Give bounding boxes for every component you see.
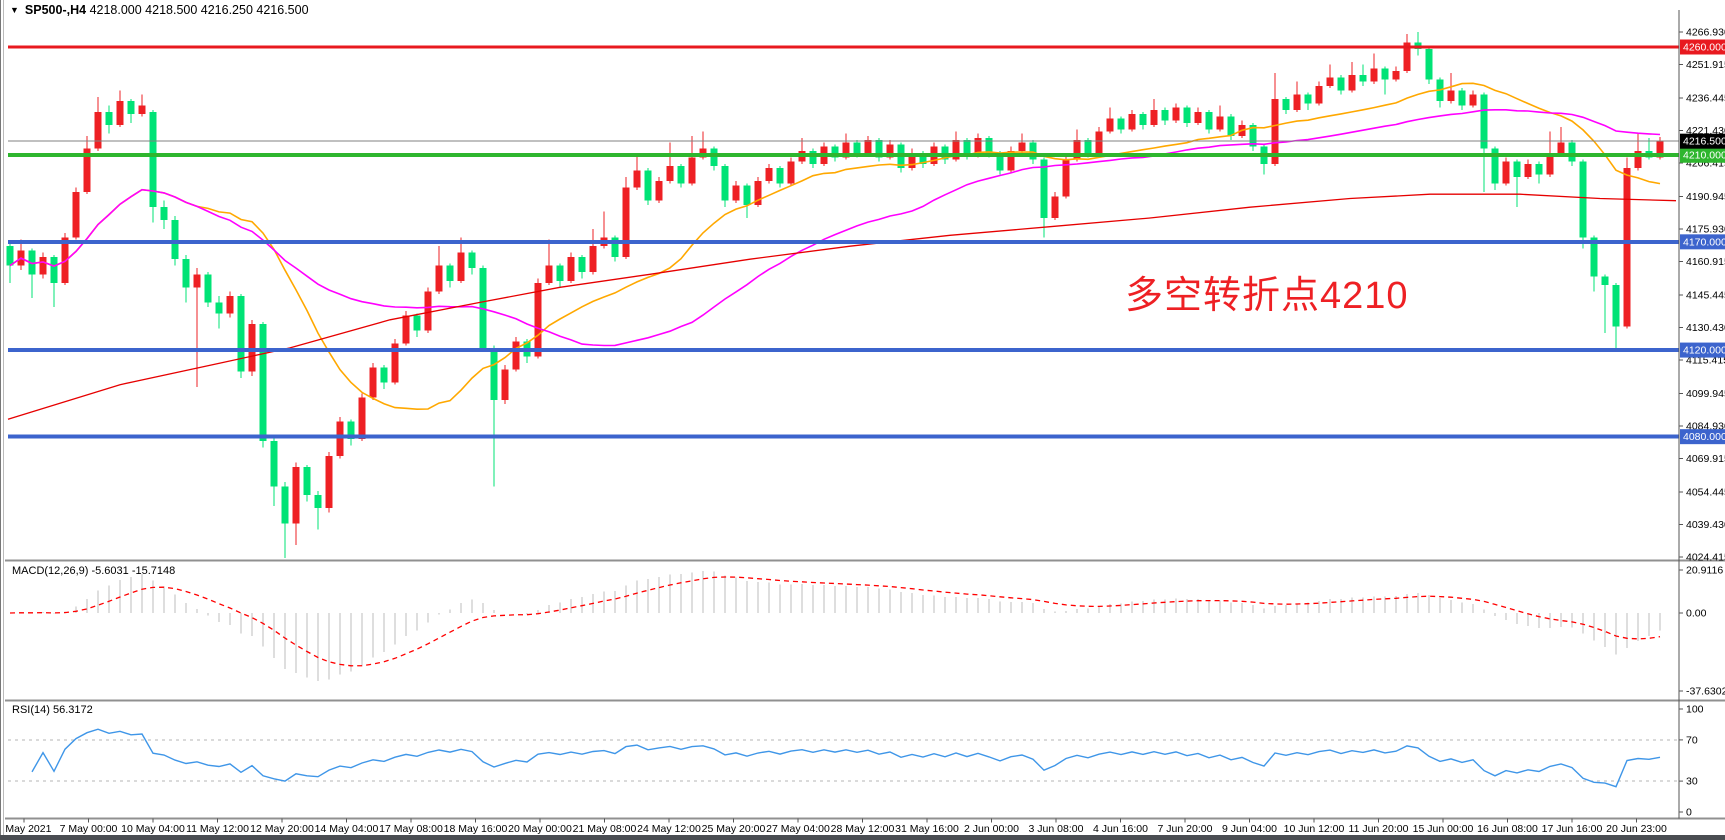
svg-text:4266.930: 4266.930 (1686, 27, 1725, 39)
price-badge-4260 (1680, 39, 1725, 55)
svg-text:4145.445: 4145.445 (1686, 289, 1725, 301)
time-label: 12 May 20:00 (250, 823, 314, 835)
indicator-axes: 20.9116 0.00 -37.6302 100 70 30 0 (1679, 565, 1725, 819)
time-label: 20 May 00:00 (508, 823, 572, 835)
time-label: 28 May 12:00 (831, 823, 895, 835)
price-axis: 4266.9304251.9154236.4454221.4304206.415… (1679, 27, 1725, 563)
time-label: 17 Jun 16:00 (1542, 823, 1603, 835)
time-label: 24 May 12:00 (637, 823, 701, 835)
svg-text:4099.945: 4099.945 (1686, 388, 1725, 400)
svg-text:4236.445: 4236.445 (1686, 92, 1725, 104)
price-badge-4120 (1680, 342, 1725, 358)
svg-text:30: 30 (1686, 776, 1698, 788)
time-label: 10 Jun 12:00 (1284, 823, 1345, 835)
svg-text:4120.000: 4120.000 (1683, 345, 1725, 357)
svg-text:0.00: 0.00 (1686, 608, 1707, 620)
time-label: 4 Jun 16:00 (1093, 823, 1148, 835)
macd-indicator-label: MACD(12,26,9) -5.6031 -15.7148 (12, 565, 176, 577)
price-badge-4170 (1680, 234, 1725, 250)
time-label: 27 May 04:00 (766, 823, 830, 835)
time-label: 9 Jun 04:00 (1222, 823, 1277, 835)
time-label: 14 May 04:00 (315, 823, 379, 835)
time-label: 15 Jun 00:00 (1413, 823, 1474, 835)
current-price-badge (1680, 133, 1725, 149)
svg-text:-37.6302: -37.6302 (1686, 686, 1725, 698)
svg-text:4175.930: 4175.930 (1686, 223, 1725, 235)
time-label: 20 Jun 23:00 (1606, 823, 1667, 835)
time-label: 10 May 04:00 (121, 823, 185, 835)
window-bottom-edge (0, 835, 1725, 840)
svg-text:20.9116: 20.9116 (1686, 565, 1723, 577)
svg-text:4130.430: 4130.430 (1686, 322, 1725, 334)
time-label: 31 May 16:00 (895, 823, 959, 835)
svg-text:4160.915: 4160.915 (1686, 256, 1725, 268)
svg-text:4080.000: 4080.000 (1683, 431, 1725, 443)
rsi-panel (8, 728, 1679, 788)
symbol-dropdown-icon[interactable]: ▼ (10, 5, 19, 15)
time-label: 18 May 16:00 (444, 823, 508, 835)
time-label: 17 May 08:00 (379, 823, 443, 835)
svg-text:4260.000: 4260.000 (1683, 42, 1725, 54)
svg-text:4210.000: 4210.000 (1683, 150, 1725, 162)
svg-text:4170.000: 4170.000 (1683, 236, 1725, 248)
chart-title-bar: ▼ SP500-,H4 4218.000 4218.500 4216.250 42… (10, 3, 309, 17)
svg-text:70: 70 (1686, 734, 1698, 746)
time-label: 21 May 08:00 (573, 823, 637, 835)
chart-annotation-text[interactable]: 多空转折点4210 (1125, 275, 1409, 317)
svg-text:4069.915: 4069.915 (1686, 453, 1725, 465)
time-axis: 5 May 2021 7 May 00:00 10 May 04:00 11 May … (0, 818, 1667, 835)
price-badge-4080 (1680, 429, 1725, 445)
price-badge-4210 (1680, 147, 1725, 163)
ohlc-readout: 4218.000 4218.500 4216.250 4216.500 (89, 3, 309, 17)
time-label: 7 May 00:00 (60, 823, 118, 835)
panel-frame (0, 10, 1725, 820)
time-label: 11 May 12:00 (186, 823, 249, 835)
svg-text:100: 100 (1686, 704, 1704, 716)
time-label: 2 Jun 00:00 (964, 823, 1019, 835)
time-label: 5 May 2021 (0, 823, 52, 835)
svg-text:4039.430: 4039.430 (1686, 519, 1725, 531)
time-label: 3 Jun 08:00 (1029, 823, 1084, 835)
moving-averages (7, 82, 1677, 420)
svg-text:4251.915: 4251.915 (1686, 59, 1725, 71)
svg-text:4190.945: 4190.945 (1686, 191, 1725, 203)
svg-text:4054.445: 4054.445 (1686, 486, 1725, 498)
macd-panel (9, 571, 1661, 682)
horizontal-lines (8, 45, 1679, 439)
window-left-edge (0, 0, 5, 835)
symbol-timeframe-label: SP500-,H4 (24, 3, 87, 17)
svg-text:4024.415: 4024.415 (1686, 551, 1725, 563)
time-label: 16 Jun 08:00 (1477, 823, 1538, 835)
svg-text:0: 0 (1686, 807, 1692, 819)
rsi-indicator-label: RSI(14) 56.3172 (12, 704, 93, 716)
svg-text:4216.500: 4216.500 (1683, 136, 1725, 148)
time-label: 7 Jun 20:00 (1158, 823, 1213, 835)
candles (6, 31, 1664, 558)
time-label: 11 Jun 20:00 (1349, 823, 1409, 835)
time-label: 25 May 20:00 (702, 823, 766, 835)
